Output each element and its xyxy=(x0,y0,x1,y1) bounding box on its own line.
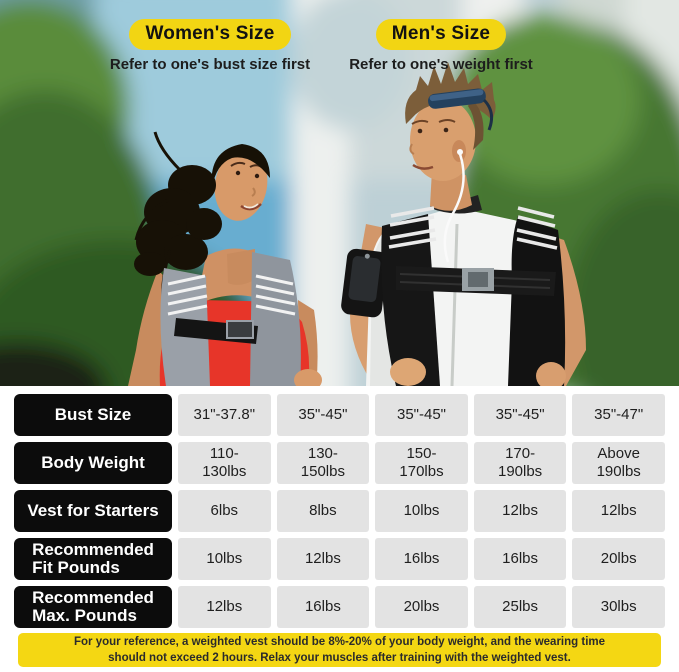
size-cell: 12lbs xyxy=(178,586,271,628)
sunglasses xyxy=(428,88,486,109)
phone-armband xyxy=(341,248,388,318)
size-cell: 10lbs xyxy=(375,490,468,532)
size-cell: 35"-47" xyxy=(572,394,665,436)
size-cell: 16lbs xyxy=(375,538,468,580)
man-weighted-vest xyxy=(381,206,566,386)
size-cell: 30lbs xyxy=(572,586,665,628)
row-label-body-weight: Body Weight xyxy=(14,442,172,484)
size-cell: 12lbs xyxy=(572,490,665,532)
size-cell: 12lbs xyxy=(276,538,370,580)
size-cell: 16lbs xyxy=(473,538,567,580)
men-size-header: Men's Size Refer to one's weight first xyxy=(291,19,591,73)
size-cell: 170- 190lbs xyxy=(473,442,567,484)
women-size-subtitle: Refer to one's bust size first xyxy=(109,56,311,73)
size-cell: 35"-45" xyxy=(375,394,468,436)
size-cell: 35"-45" xyxy=(473,394,567,436)
men-size-subtitle: Refer to one's weight first xyxy=(349,56,533,73)
women-size-header: Women's Size Refer to one's bust size fi… xyxy=(60,19,360,73)
women-size-title: Women's Size xyxy=(129,19,291,50)
size-cell: 12lbs xyxy=(473,490,567,532)
men-size-title: Men's Size xyxy=(375,19,507,50)
size-cell: 10lbs xyxy=(178,538,271,580)
row-label-bust-size: Bust Size xyxy=(14,394,172,436)
row-label-text: Bust Size xyxy=(54,404,132,424)
reference-note-text: For your reference, a weighted vest shou… xyxy=(73,635,606,664)
row-label-recommended-max-pounds: Recommended Max. Pounds xyxy=(14,586,172,628)
size-cell: 110- 130lbs xyxy=(178,442,271,484)
size-cell: 130- 150lbs xyxy=(276,442,370,484)
row-label-recommended-fit-pounds: Recommended Fit Pounds xyxy=(14,538,172,580)
woman-hair xyxy=(134,144,270,276)
size-cell: 6lbs xyxy=(178,490,271,532)
row-label-text: Recommended Fit Pounds xyxy=(32,539,154,577)
size-cell: 16lbs xyxy=(276,586,370,628)
woman-figure xyxy=(128,131,322,386)
row-label-vest-for-starters: Vest for Starters xyxy=(14,490,172,532)
size-cell: 35"-45" xyxy=(276,394,370,436)
size-table: Bust Size 31"-37.8" 35"-45" 35"-45" 35"-… xyxy=(14,394,665,628)
reference-note: For your reference, a weighted vest shou… xyxy=(18,633,661,667)
size-cell: 20lbs xyxy=(572,538,665,580)
size-cell: 25lbs xyxy=(473,586,567,628)
row-label-text: Vest for Starters xyxy=(27,500,159,520)
man-figure xyxy=(341,62,586,386)
row-label-text: Body Weight xyxy=(41,452,145,472)
size-cell: 8lbs xyxy=(276,490,370,532)
size-cell: 31"-37.8" xyxy=(178,394,271,436)
size-cell: 150- 170lbs xyxy=(375,442,468,484)
size-cell: 20lbs xyxy=(375,586,468,628)
row-label-text: Recommended Max. Pounds xyxy=(32,587,154,625)
size-cell: Above 190lbs xyxy=(572,442,665,484)
woman-weighted-vest xyxy=(160,252,301,386)
